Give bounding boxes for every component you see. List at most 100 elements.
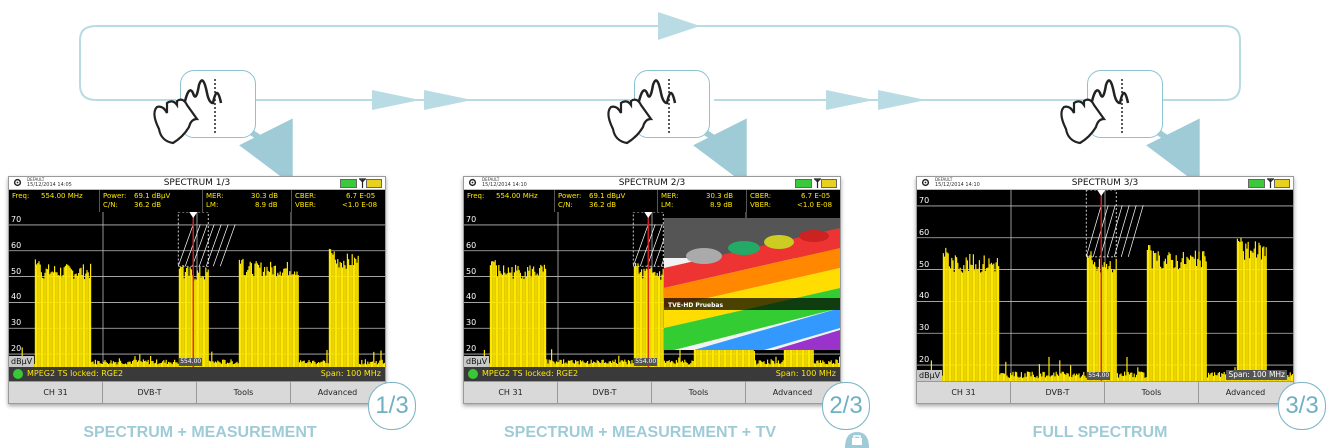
freq-label: Freq:: [467, 192, 485, 200]
profile-name: DEFAULT: [935, 177, 953, 182]
spectrum-plot[interactable]: 70 60 50 40 30 20 dBµV 554.00 Span: 100 MHz: [917, 190, 1293, 381]
span-readout: Span: 100 MHz: [1226, 370, 1287, 380]
lock-status: MPEG2 TS locked: RGE2: [27, 369, 124, 378]
y-tick-label: 70: [919, 195, 930, 205]
softkey-dvb-t[interactable]: DVB-T: [558, 382, 652, 403]
channel-hatch: [205, 224, 222, 267]
y-tick-label: 30: [466, 318, 477, 328]
marker-head: [189, 212, 198, 218]
check-circle-icon: [468, 369, 478, 379]
y-tick-label: 20: [11, 344, 22, 354]
vber-label: VBER:: [750, 201, 772, 209]
spectrum-trace: [917, 190, 1293, 381]
softkey-advanced[interactable]: Advanced: [772, 388, 813, 397]
page-badge: 3/3: [1278, 382, 1326, 430]
vber-label: VBER:: [295, 201, 317, 209]
softkey-ch-31[interactable]: CH 31: [917, 382, 1011, 403]
softkey-advanced[interactable]: Advanced: [317, 388, 358, 397]
cn-value: 36.2 dB: [589, 201, 617, 209]
softkey-tools[interactable]: Tools: [197, 382, 291, 403]
mer-label: MER:: [661, 192, 679, 200]
mer-value: 30.3 dB: [251, 192, 279, 200]
softkey-bar: CH 31 DVB-T Tools Advanced: [464, 381, 840, 403]
screen-title: SPECTRUM 1/3: [163, 178, 231, 188]
tap-spectrum-button[interactable]: [1060, 70, 1163, 145]
lock-status-bar: MPEG2 TS locked: RGE2 Span: 100 MHz: [464, 367, 840, 381]
y-tick-label: 50: [11, 266, 22, 276]
cber-value: 6.7 E-05: [346, 192, 376, 200]
tv-preview[interactable]: TVE-HD Pruebas: [664, 218, 840, 350]
softkey-advanced[interactable]: Advanced: [1225, 388, 1266, 397]
cycle-arrow-icon: [658, 12, 700, 40]
battery-icon: [1248, 179, 1265, 188]
unit-label: dBµV: [464, 356, 490, 367]
antenna-icon: [1267, 178, 1274, 188]
channel-hatch: [212, 224, 229, 267]
timestamp: 15/12/2014 14:10: [935, 182, 980, 188]
profile-name: DEFAULT: [482, 177, 500, 182]
mer-label: MER:: [206, 192, 224, 200]
vber-value: <1.0 E-08: [797, 201, 833, 209]
softkey-ch-31[interactable]: CH 31: [464, 382, 558, 403]
gear-icon[interactable]: [468, 178, 477, 187]
measurement-panel: Freq: 554.00 MHz Power: 69.1 dBµV C/N: 36.2 d…: [464, 190, 840, 212]
power-value: 69.1 dBµV: [134, 192, 171, 200]
softkey-tools[interactable]: Tools: [652, 382, 746, 403]
gear-icon[interactable]: [921, 178, 930, 187]
softkey-dvb-t[interactable]: DVB-T: [1011, 382, 1105, 403]
spectrum-trace: [9, 212, 385, 367]
mer-value: 30.3 dB: [706, 192, 734, 200]
timestamp: 15/12/2014 14:05: [27, 182, 72, 188]
y-tick-label: 20: [919, 355, 930, 365]
freq-value: 554.00 MHz: [496, 192, 538, 200]
lm-value: 8.9 dB: [710, 201, 733, 209]
cber-label: CBER:: [295, 192, 317, 200]
forward-arrow-icon: [372, 90, 420, 110]
screen-title: SPECTRUM 2/3: [618, 178, 686, 188]
span-readout: Span: 100 MHz: [775, 369, 836, 378]
spectrum-screen-3: DEFAULT 15/12/2014 14:10 SPECTRUM 3/3 70 60 5…: [916, 176, 1294, 404]
freq-label: Freq:: [12, 192, 30, 200]
softkey-tools[interactable]: Tools: [1105, 382, 1199, 403]
y-tick-label: 50: [466, 266, 477, 276]
mode-label: SPECTRUM + MEASUREMENT + TV: [503, 424, 777, 441]
y-tick-label: 30: [11, 318, 22, 328]
channel-hatch: [198, 224, 215, 267]
signal-icon: [366, 179, 382, 188]
marker-head: [1097, 190, 1106, 196]
gear-icon[interactable]: [13, 178, 22, 187]
channel-hatch: [1120, 205, 1137, 257]
channel-hatch: [646, 224, 663, 267]
marker-freq: 554.00: [179, 358, 203, 366]
spectrum-plot[interactable]: 70 60 50 40 30 20 dBµV 554.00: [9, 212, 385, 367]
tv-picture: [664, 218, 840, 350]
page-badge: 2/3: [822, 382, 870, 430]
signal-icon: [1274, 179, 1290, 188]
forward-arrow-icon: [424, 90, 472, 110]
page-badge: 1/3: [368, 382, 416, 430]
tap-spectrum-icon: [153, 79, 223, 145]
channel-window: [177, 212, 209, 267]
span-readout: Span: 100 MHz: [320, 369, 381, 378]
y-tick-label: 40: [11, 292, 22, 302]
power-value: 69.1 dBµV: [589, 192, 626, 200]
lock-status: MPEG2 TS locked: RGE2: [482, 369, 579, 378]
tap-spectrum-button[interactable]: [607, 70, 710, 145]
status-header: DEFAULT 15/12/2014 14:10 SPECTRUM 3/3: [917, 177, 1293, 190]
y-tick-label: 70: [11, 214, 22, 224]
spectrum-screen-2: DEFAULT 15/12/2014 14:10 SPECTRUM 2/3 Freq:…: [463, 176, 841, 404]
antenna-icon: [359, 178, 366, 188]
cber-value: 6.7 E-05: [801, 192, 831, 200]
channel-hatch: [1085, 205, 1102, 257]
softkey-ch-31[interactable]: CH 31: [9, 382, 103, 403]
cn-label: C/N:: [103, 201, 118, 209]
tap-spectrum-icon: [607, 79, 677, 145]
softkey-dvb-t[interactable]: DVB-T: [103, 382, 197, 403]
channel-hatch: [177, 224, 194, 267]
tap-spectrum-button[interactable]: [153, 70, 256, 145]
channel-hatch: [191, 224, 208, 267]
y-tick-label: 60: [919, 227, 930, 237]
screen-title: SPECTRUM 3/3: [1071, 178, 1139, 188]
y-tick-label: 50: [919, 259, 930, 269]
signal-icon: [821, 179, 837, 188]
